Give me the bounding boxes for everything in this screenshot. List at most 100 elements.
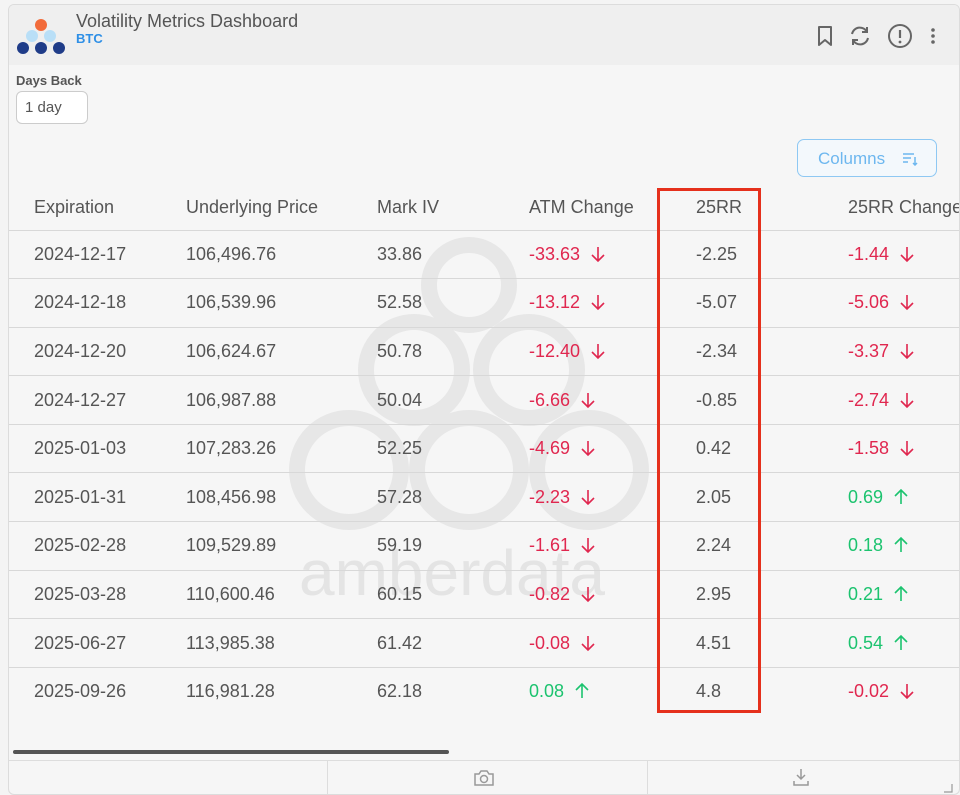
down-arrow-icon [900, 392, 914, 408]
25rr-value: -2.25 [696, 243, 738, 264]
info-icon[interactable] [887, 23, 913, 49]
table-row[interactable]: 2025-03-28 110,600.46 60.15 -0.82 2.95 0.21 [9, 570, 959, 619]
25rr-value: 2.24 [696, 535, 732, 556]
underlying-price-value: 110,600.46 [186, 583, 275, 604]
atm-change-value: -4.69 [529, 438, 571, 459]
25rr-change-value: -5.06 [848, 292, 890, 313]
cell-expiration: 2024-12-17 [9, 230, 186, 279]
up-arrow-icon [894, 537, 908, 553]
header-25rr[interactable]: 25RR [696, 197, 743, 218]
horizontal-scrollbar[interactable] [13, 750, 449, 754]
table-row[interactable]: 2024-12-17 106,496.76 33.86 -33.63 -2.25 -1.4… [9, 230, 959, 279]
table-row[interactable]: 2025-01-31 108,456.98 57.28 -2.23 2.05 0.69 [9, 473, 959, 522]
25rr-value: -2.34 [696, 340, 738, 361]
expiration-value: 2025-06-27 [34, 632, 127, 653]
25rr-value: 2.05 [696, 486, 732, 507]
expiration-value: 2025-02-28 [34, 535, 127, 556]
cell-mark-iv: 61.42 [377, 619, 529, 668]
table-header-row: Expiration Underlying Price Mark IV ATM … [9, 186, 959, 230]
table-row[interactable]: 2024-12-20 106,624.67 50.78 -12.40 -2.34 -3.3… [9, 327, 959, 376]
25rr-value: -0.85 [696, 389, 738, 410]
down-arrow-icon [581, 586, 595, 603]
down-arrow-icon [581, 441, 595, 457]
cell-mark-iv: 52.58 [377, 279, 529, 328]
table-row[interactable]: 2025-09-26 116,981.28 62.18 0.08 4.8 -0.02 [9, 667, 959, 712]
table-row[interactable]: 2024-12-27 106,987.88 50.04 -6.66 -0.85 -2.74 [9, 376, 959, 425]
25rr-change-value: 0.18 [848, 535, 884, 556]
cell-underlying-price: 113,985.38 [186, 619, 377, 668]
atm-change-value: -13.12 [529, 292, 581, 313]
25rr-change-value: 0.21 [848, 583, 884, 604]
table-row[interactable]: 2025-06-27 113,985.38 61.42 -0.08 4.51 0.54 [9, 619, 959, 668]
more-icon[interactable] [927, 23, 939, 49]
underlying-price-value: 106,624.67 [186, 340, 277, 361]
cell-25rr-change: 0.21 [848, 570, 959, 619]
header-25rr-change[interactable]: 25RR Change [848, 197, 959, 218]
columns-button[interactable]: Columns [797, 139, 937, 177]
columns-button-label: Columns [818, 149, 886, 168]
mark-iv-value: 52.58 [377, 292, 423, 313]
cell-25rr-change: -2.74 [848, 376, 959, 425]
cell-atm-change: -2.23 [529, 473, 696, 522]
mark-iv-value: 50.04 [377, 389, 423, 410]
cell-25rr: 2.24 [696, 522, 848, 571]
atm-change-value: -2.23 [529, 486, 571, 507]
cell-atm-change: 0.08 [529, 667, 696, 712]
underlying-price-value: 113,985.38 [186, 632, 275, 653]
cell-atm-change: -13.12 [529, 279, 696, 328]
cell-mark-iv: 50.04 [377, 376, 529, 425]
dashboard-title: Volatility Metrics Dashboard [76, 11, 299, 31]
cell-atm-change: -4.69 [529, 424, 696, 473]
cell-expiration: 2025-02-28 [9, 522, 186, 571]
mark-iv-value: 62.18 [377, 681, 423, 702]
download-icon[interactable] [791, 767, 811, 787]
days-back-select[interactable]: 1 day [16, 91, 88, 124]
25rr-change-value: -3.37 [848, 340, 890, 361]
down-arrow-icon [900, 441, 914, 457]
cell-25rr-change: -5.06 [848, 279, 959, 328]
resize-handle-icon[interactable] [943, 783, 953, 793]
down-arrow-icon [900, 684, 914, 700]
table-row[interactable]: 2025-01-03 107,283.26 52.25 -4.69 0.42 -1.58 [9, 424, 959, 473]
cell-25rr: -2.25 [696, 230, 848, 279]
cell-25rr: 2.95 [696, 570, 848, 619]
cell-expiration: 2024-12-18 [9, 279, 186, 328]
mark-iv-value: 33.86 [377, 243, 423, 264]
mark-iv-value: 61.42 [377, 632, 423, 653]
down-arrow-icon [581, 635, 595, 651]
cell-expiration: 2025-09-26 [9, 667, 186, 712]
up-arrow-icon [894, 488, 908, 504]
header-expiration[interactable]: Expiration [34, 197, 115, 218]
header-mark-iv[interactable]: Mark IV [377, 197, 440, 218]
header-underlying-price[interactable]: Underlying Price [186, 197, 319, 218]
25rr-value: -5.07 [696, 292, 738, 313]
refresh-icon[interactable] [847, 23, 873, 49]
down-arrow-icon [900, 343, 914, 360]
cell-underlying-price: 106,987.88 [186, 376, 377, 425]
atm-change-value: -0.08 [529, 632, 571, 653]
up-arrow-icon [894, 634, 908, 650]
header-atm-change[interactable]: ATM Change [529, 197, 634, 218]
panel-footer [9, 760, 959, 794]
cell-underlying-price: 106,624.67 [186, 327, 377, 376]
volatility-table-container: Expiration Underlying Price Mark IV ATM … [9, 186, 959, 712]
table-row[interactable]: 2025-02-28 109,529.89 59.19 -1.61 2.24 0.18 [9, 522, 959, 571]
camera-icon[interactable] [473, 769, 495, 787]
bookmark-icon[interactable] [812, 23, 838, 49]
cell-underlying-price: 106,496.76 [186, 230, 377, 279]
cell-25rr: -0.85 [696, 376, 848, 425]
columns-sort-icon [903, 153, 918, 166]
down-arrow-icon [900, 246, 914, 262]
cell-atm-change: -6.66 [529, 376, 696, 425]
25rr-value: 4.51 [696, 632, 732, 653]
panel-header: Volatility Metrics Dashboard BTC [9, 5, 959, 65]
underlying-price-value: 108,456.98 [186, 486, 277, 507]
table-row[interactable]: 2024-12-18 106,539.96 52.58 -13.12 -5.07 -5.0… [9, 279, 959, 328]
mark-iv-value: 50.78 [377, 340, 423, 361]
atm-change-value: -12.40 [529, 340, 581, 361]
cell-25rr: -2.34 [696, 327, 848, 376]
cell-mark-iv: 33.86 [377, 230, 529, 279]
down-arrow-icon [581, 538, 595, 554]
expiration-value: 2025-03-28 [34, 583, 127, 604]
down-arrow-icon [581, 392, 595, 408]
